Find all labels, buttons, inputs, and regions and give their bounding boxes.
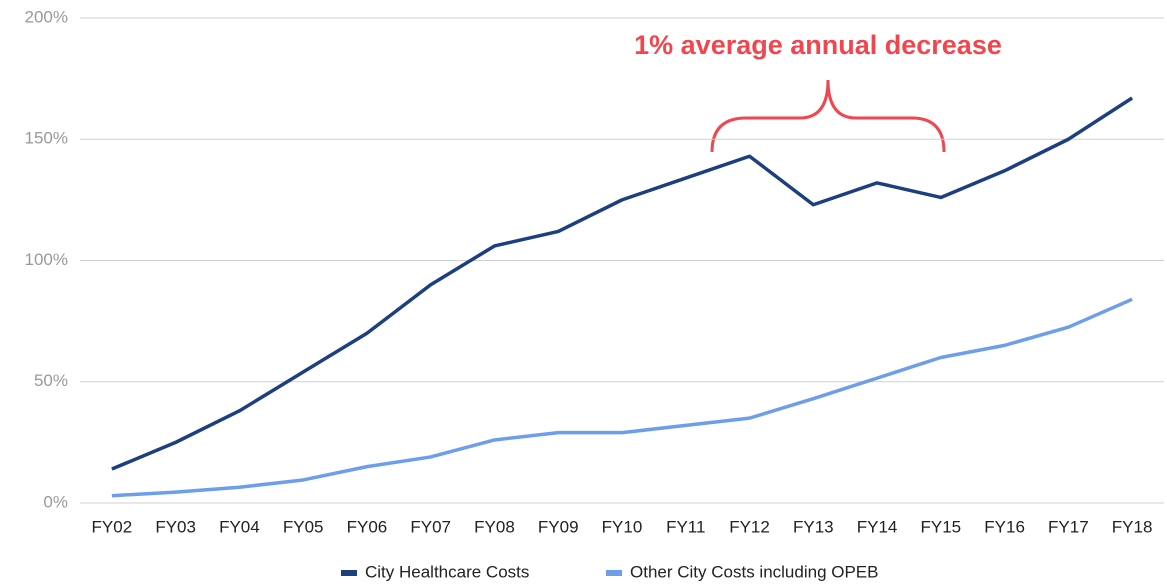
y-tick-label: 150% <box>25 129 68 148</box>
legend-swatch <box>341 570 357 576</box>
x-tick-label: FY09 <box>538 517 579 536</box>
x-tick-label: FY12 <box>729 517 770 536</box>
legend-swatch <box>606 570 622 576</box>
x-tick-label: FY15 <box>921 517 962 536</box>
x-tick-label: FY13 <box>793 517 834 536</box>
x-tick-label: FY08 <box>474 517 515 536</box>
series-line <box>111 297 1133 498</box>
series-line <box>111 96 1134 471</box>
annotation: 1% average annual decrease <box>634 30 1002 60</box>
y-tick-label: 200% <box>25 7 68 26</box>
x-tick-label: FY04 <box>219 517 260 536</box>
x-tick-label: FY05 <box>283 517 324 536</box>
annotation-brace <box>710 79 946 153</box>
y-tick-label: 0% <box>43 492 68 511</box>
y-tick-label: 100% <box>25 250 68 269</box>
x-tick-label: FY11 <box>666 517 705 536</box>
x-tick-label: FY07 <box>410 517 451 536</box>
legend-label: Other City Costs including OPEB <box>630 562 878 581</box>
x-tick-label: FY10 <box>602 517 643 536</box>
x-tick-label: FY03 <box>155 517 196 536</box>
x-tick-label: FY02 <box>92 517 133 536</box>
legend-label: City Healthcare Costs <box>365 562 529 581</box>
x-tick-label: FY14 <box>857 517 898 536</box>
x-tick-label: FY18 <box>1112 517 1153 536</box>
x-tick-label: FY06 <box>347 517 388 536</box>
x-tick-label: FY16 <box>984 517 1025 536</box>
x-tick-label: FY17 <box>1048 517 1089 536</box>
y-tick-label: 50% <box>34 371 68 390</box>
